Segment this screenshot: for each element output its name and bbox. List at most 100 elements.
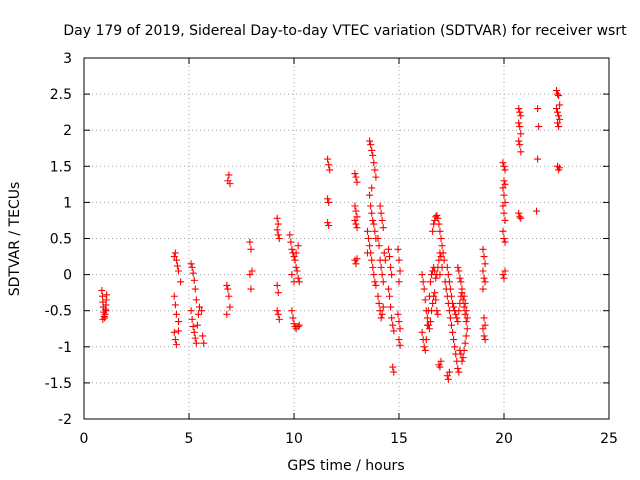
data-point xyxy=(456,274,464,282)
data-point xyxy=(367,202,375,210)
data-point xyxy=(554,119,562,127)
data-point xyxy=(394,245,402,253)
data-point xyxy=(556,101,564,109)
data-point xyxy=(425,325,433,333)
data-point xyxy=(369,263,377,271)
data-point xyxy=(446,285,454,293)
y-tick-label: 0.5 xyxy=(50,232,72,248)
data-point xyxy=(172,341,180,349)
data-point xyxy=(274,310,282,318)
data-point xyxy=(324,195,332,203)
data-point xyxy=(499,271,507,279)
data-point xyxy=(175,318,182,326)
grid xyxy=(84,58,609,419)
data-point xyxy=(438,242,446,250)
data-point xyxy=(387,303,395,311)
data-point xyxy=(479,267,487,275)
data-point xyxy=(366,137,374,145)
data-point xyxy=(290,278,298,286)
data-point xyxy=(389,321,397,329)
data-point xyxy=(290,320,298,328)
data-point xyxy=(396,325,404,333)
data-point xyxy=(385,285,392,293)
data-point xyxy=(534,105,542,113)
x-tick-label: 5 xyxy=(185,431,194,447)
data-point xyxy=(453,314,461,322)
data-point xyxy=(292,249,300,257)
data-point xyxy=(535,123,543,131)
y-tick-label: 3 xyxy=(63,51,72,67)
data-point xyxy=(191,285,199,293)
data-point xyxy=(294,323,302,331)
data-point xyxy=(553,105,560,113)
data-point xyxy=(515,105,523,113)
data-point xyxy=(396,341,404,349)
y-tick-label: -1 xyxy=(58,340,72,356)
data-point xyxy=(424,321,432,329)
data-point xyxy=(553,86,560,94)
data-point xyxy=(376,307,384,315)
data-point xyxy=(379,278,387,286)
y-tick-label: 0 xyxy=(63,268,72,284)
data-point xyxy=(171,336,179,344)
data-point xyxy=(290,253,298,261)
data-point xyxy=(98,286,106,294)
data-point xyxy=(367,141,375,149)
data-point xyxy=(187,260,195,268)
data-point xyxy=(224,285,232,293)
data-point xyxy=(500,235,508,242)
data-points xyxy=(98,86,564,383)
data-point xyxy=(556,115,564,123)
data-point xyxy=(556,164,564,172)
data-point xyxy=(459,296,467,304)
data-point xyxy=(515,119,523,127)
data-point xyxy=(353,178,361,186)
data-point xyxy=(247,245,255,253)
x-axis-label: GPS time / hours xyxy=(287,458,404,474)
data-point xyxy=(193,321,201,329)
data-point xyxy=(225,171,233,179)
data-point xyxy=(375,242,383,250)
data-point xyxy=(289,314,297,322)
data-point xyxy=(376,202,384,210)
data-point xyxy=(516,123,524,131)
data-point xyxy=(460,303,468,311)
data-point xyxy=(375,299,383,307)
x-tick-label: 20 xyxy=(495,431,513,447)
data-point xyxy=(429,299,437,307)
y-tick-label: -1.5 xyxy=(45,376,72,392)
data-point xyxy=(515,209,523,217)
data-point xyxy=(189,323,197,331)
data-point xyxy=(515,137,523,145)
data-point xyxy=(188,315,196,323)
data-point xyxy=(434,310,442,318)
data-point xyxy=(190,328,198,336)
y-tick-label: -0.5 xyxy=(45,304,72,320)
data-point xyxy=(555,123,563,131)
data-point xyxy=(461,299,469,307)
data-point xyxy=(421,346,429,354)
data-point xyxy=(286,231,294,239)
data-point xyxy=(248,267,256,275)
data-point xyxy=(437,253,445,261)
data-point xyxy=(172,256,180,264)
data-point xyxy=(517,130,525,138)
data-point xyxy=(200,339,208,347)
data-point xyxy=(433,307,441,315)
data-point xyxy=(481,321,489,329)
data-point xyxy=(326,166,334,174)
data-point xyxy=(448,321,455,329)
data-point xyxy=(371,278,379,286)
data-point xyxy=(199,332,207,340)
data-point xyxy=(481,260,489,268)
data-point xyxy=(437,235,445,242)
data-point xyxy=(369,151,377,159)
data-point xyxy=(226,303,234,311)
data-point xyxy=(388,271,396,279)
data-point xyxy=(501,180,509,188)
data-point xyxy=(516,141,524,149)
data-point xyxy=(223,281,231,289)
data-point xyxy=(295,321,303,329)
data-point xyxy=(444,271,452,279)
